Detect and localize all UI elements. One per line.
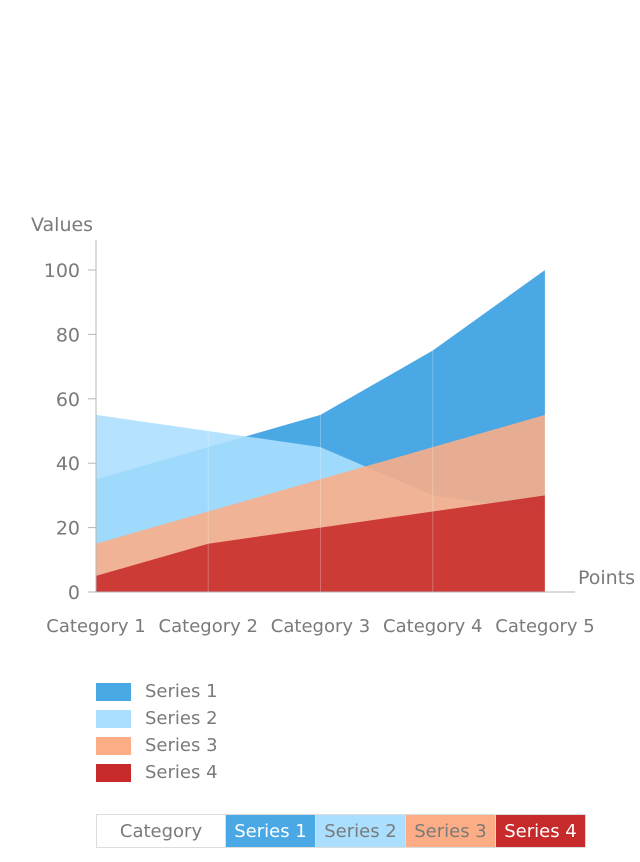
x-tick-labels: Category 1 Category 2 Category 3 Category 4… — [46, 616, 594, 637]
table-header-series-4: Series 4 — [495, 814, 586, 848]
legend: Series 1 Series 2 Series 3 Series 4 — [96, 678, 218, 786]
legend-item-series-1: Series 1 — [96, 678, 218, 705]
y-axis-title: Values — [31, 214, 93, 236]
legend-item-series-3: Series 3 — [96, 732, 218, 759]
x-tick-label: Category 4 — [383, 616, 482, 637]
y-tick-label: 100 — [44, 260, 80, 282]
legend-swatch — [96, 763, 131, 782]
area-series-group — [96, 260, 546, 592]
table-header-series-1: Series 1 — [225, 814, 316, 848]
table-header-category: Category — [96, 814, 226, 848]
y-tick-label: 80 — [56, 324, 80, 346]
y-tick-label: 40 — [56, 453, 80, 475]
legend-item-series-2: Series 2 — [96, 705, 218, 732]
y-tick-labels: 0 20 40 60 80 100 — [44, 260, 96, 604]
legend-label: Series 3 — [145, 735, 218, 756]
table-header-series-2: Series 2 — [315, 814, 406, 848]
y-tick-label: 20 — [56, 518, 80, 540]
x-tick-label: Category 1 — [46, 616, 145, 637]
x-tick-label: Category 5 — [495, 616, 594, 637]
table-header-series-3: Series 3 — [405, 814, 496, 848]
y-tick-label: 0 — [68, 582, 80, 604]
legend-label: Series 2 — [145, 708, 218, 729]
legend-item-series-4: Series 4 — [96, 759, 218, 786]
table-header-row: Category Series 1 Series 2 Series 3 Series … — [96, 814, 586, 848]
x-tick-label: Category 3 — [271, 616, 370, 637]
legend-swatch — [96, 682, 131, 701]
legend-label: Series 4 — [145, 762, 218, 783]
area-series-4 — [96, 495, 545, 592]
x-axis-title: Points — [578, 567, 635, 589]
axes — [95, 240, 575, 593]
y-tick-label: 60 — [56, 389, 80, 411]
legend-swatch — [96, 709, 131, 728]
legend-label: Series 1 — [145, 681, 218, 702]
legend-swatch — [96, 736, 131, 755]
x-tick-label: Category 2 — [159, 616, 258, 637]
data-table: Category Series 1 Series 2 Series 3 Series … — [96, 814, 586, 848]
